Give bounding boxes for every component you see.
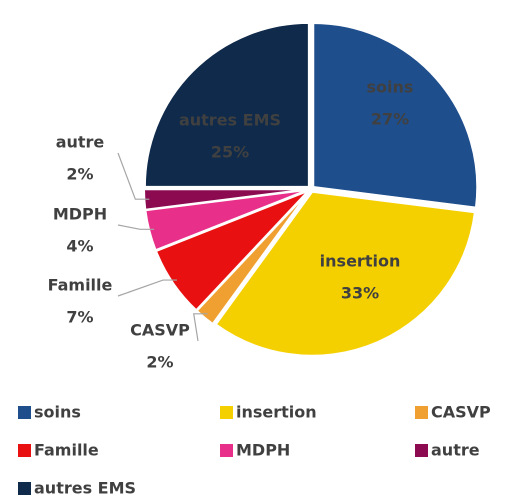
slice-value: 27% <box>371 110 409 129</box>
legend-swatch <box>220 406 233 419</box>
slice-label: Famille <box>48 276 113 295</box>
legend-swatch <box>415 406 428 419</box>
legend-label: autre <box>431 441 480 460</box>
legend-swatch <box>18 482 31 495</box>
slice-label: CASVP <box>130 321 190 340</box>
slice-value: 4% <box>66 237 93 256</box>
legend-swatch <box>18 444 31 457</box>
slice-label: insertion <box>320 252 401 271</box>
legend-swatch <box>415 444 428 457</box>
slice-value: 25% <box>211 143 249 162</box>
legend-label: Famille <box>34 441 99 460</box>
slice-label: MDPH <box>53 205 107 224</box>
legend-swatch <box>18 406 31 419</box>
slice-value: 2% <box>146 353 173 372</box>
legend-swatch <box>220 444 233 457</box>
leader-line <box>117 152 150 200</box>
pie-slice <box>312 22 479 209</box>
leader-line <box>117 224 155 230</box>
legend-label: autres EMS <box>34 479 136 498</box>
leader-line <box>117 279 178 297</box>
legend-label: MDPH <box>236 441 290 460</box>
legend-label: soins <box>34 403 81 422</box>
slice-value: 7% <box>66 308 93 327</box>
pie-slice <box>154 189 310 312</box>
slice-label: autres EMS <box>179 111 281 130</box>
slice-label: soins <box>367 78 414 97</box>
pie-slice <box>214 190 477 357</box>
pie-slice <box>143 21 310 188</box>
slice-value: 2% <box>66 165 93 184</box>
legend-label: insertion <box>236 403 317 422</box>
slice-value: 33% <box>341 284 379 303</box>
leader-line <box>193 313 208 342</box>
slice-label: autre <box>56 133 105 152</box>
legend-label: CASVP <box>431 403 491 422</box>
